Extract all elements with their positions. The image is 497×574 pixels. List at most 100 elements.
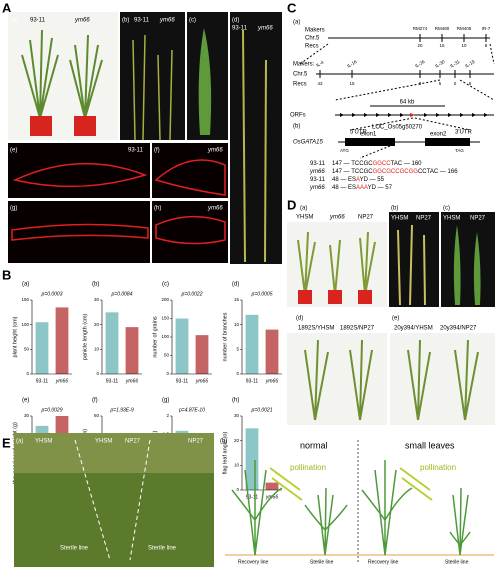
seq-changed: AAA	[356, 185, 368, 191]
label: Makers	[305, 28, 325, 34]
y-tick-label: 100	[21, 322, 29, 327]
x-tick-label: ym66	[195, 378, 208, 384]
seq: YD	[368, 185, 377, 191]
pollen-arrows	[269, 467, 433, 501]
label: ORFs	[290, 113, 306, 119]
photo	[441, 212, 495, 307]
line-name: ym66	[309, 185, 325, 191]
label: YHSM	[443, 216, 460, 222]
line-name: 93-11	[310, 161, 326, 167]
seq: ES	[348, 177, 356, 183]
sub-label: (a)	[300, 206, 307, 212]
label: normal	[300, 440, 328, 450]
section	[11, 223, 149, 241]
label: Sterile line	[310, 559, 334, 565]
bar	[55, 307, 69, 374]
start: 48	[332, 177, 339, 183]
sub-label: (f)	[154, 148, 160, 154]
y-tick-label: 0	[166, 371, 169, 376]
sub-label: (a)	[293, 20, 300, 26]
axes	[101, 300, 142, 375]
label: NP27	[358, 215, 374, 221]
label: Sterile line	[148, 546, 177, 552]
label: YHSM	[391, 216, 408, 222]
bar	[35, 322, 49, 374]
axes	[241, 300, 282, 375]
x-tick-label: 93-11	[246, 378, 259, 384]
seq: TCCGC	[351, 161, 373, 167]
label: TAG	[455, 148, 464, 153]
pot	[74, 116, 96, 136]
p-value: p=0.0021	[251, 407, 273, 413]
panel-d: D (a) YHSM ym66 NP27 (b) YHSM NP27 (c) Y…	[287, 197, 495, 425]
p-value: p=0.0022	[181, 291, 203, 297]
end: 57	[385, 185, 392, 191]
p-value: p=0.0084	[111, 291, 133, 297]
panicles	[132, 34, 173, 141]
sub-label: (b)	[293, 124, 300, 130]
label: YHSM	[95, 439, 112, 445]
start: 147	[332, 169, 343, 175]
y-tick-label: 0	[26, 371, 29, 376]
x-tick-label: ym66	[125, 378, 138, 384]
y-axis-label: flag leaf angle (o)	[222, 432, 228, 475]
rec: 10	[461, 43, 467, 48]
bar	[125, 327, 139, 374]
rec: 0	[454, 81, 457, 86]
marker: RM480	[435, 26, 450, 31]
marker: IL-16	[346, 59, 358, 69]
label: NP27	[188, 439, 204, 445]
y-tick-label: 0	[236, 371, 239, 376]
label: Recovery line	[238, 559, 269, 565]
axes	[31, 300, 72, 375]
sub-label: (b)	[220, 439, 227, 445]
orfs	[340, 113, 488, 117]
divider	[74, 439, 151, 561]
y-tick-label: 10	[234, 322, 240, 327]
section	[155, 215, 226, 245]
zoom	[334, 79, 441, 101]
label: 93-11	[134, 18, 150, 24]
p-value: p=0.0005	[251, 291, 273, 297]
label: pollination	[420, 463, 456, 472]
label: NP27	[125, 439, 141, 445]
y-tick-label: 20	[94, 322, 100, 327]
label: ym66	[329, 215, 345, 221]
seq-changed: A	[356, 177, 360, 183]
plants	[231, 460, 471, 556]
exon	[425, 138, 470, 146]
label: ATG	[340, 148, 349, 153]
start: 48	[332, 185, 339, 191]
sequence-row: 93-11 48 — ESAYD — 55	[310, 177, 385, 183]
y-axis-label: number of branches	[222, 312, 228, 361]
label: ym66	[159, 18, 175, 24]
marker: RM274	[413, 26, 428, 31]
y-tick-label: 50	[24, 347, 30, 352]
zoom	[299, 43, 329, 65]
label: 1892S/NP27	[340, 326, 375, 332]
label: Sterile line	[445, 559, 469, 565]
label: small leaves	[405, 440, 455, 450]
bar	[265, 329, 279, 374]
plants	[297, 231, 376, 296]
label: exon2	[430, 132, 447, 138]
exon	[345, 138, 395, 146]
label: 93-11	[128, 148, 144, 154]
x-tick-label: ym66	[55, 378, 68, 384]
y-tick-label: 150	[161, 316, 169, 321]
y-tick-label: 30	[234, 413, 240, 418]
sub-label: (d)	[296, 316, 303, 322]
label: ym66	[74, 18, 90, 24]
y-tick-label: 100	[161, 334, 169, 339]
panel-c: C (a) Makers Chr.5 Recs RM27420RM48015RM…	[287, 0, 495, 191]
photo	[287, 333, 387, 425]
bar	[195, 335, 209, 374]
leaves	[453, 225, 481, 305]
micrograph	[152, 201, 228, 263]
label: NP27	[416, 216, 432, 222]
seq-changed: GGCGCCGCGG	[373, 169, 419, 175]
sub-label: (a)	[11, 18, 18, 24]
end: 55	[377, 177, 384, 183]
marker: IR-7	[482, 26, 491, 31]
